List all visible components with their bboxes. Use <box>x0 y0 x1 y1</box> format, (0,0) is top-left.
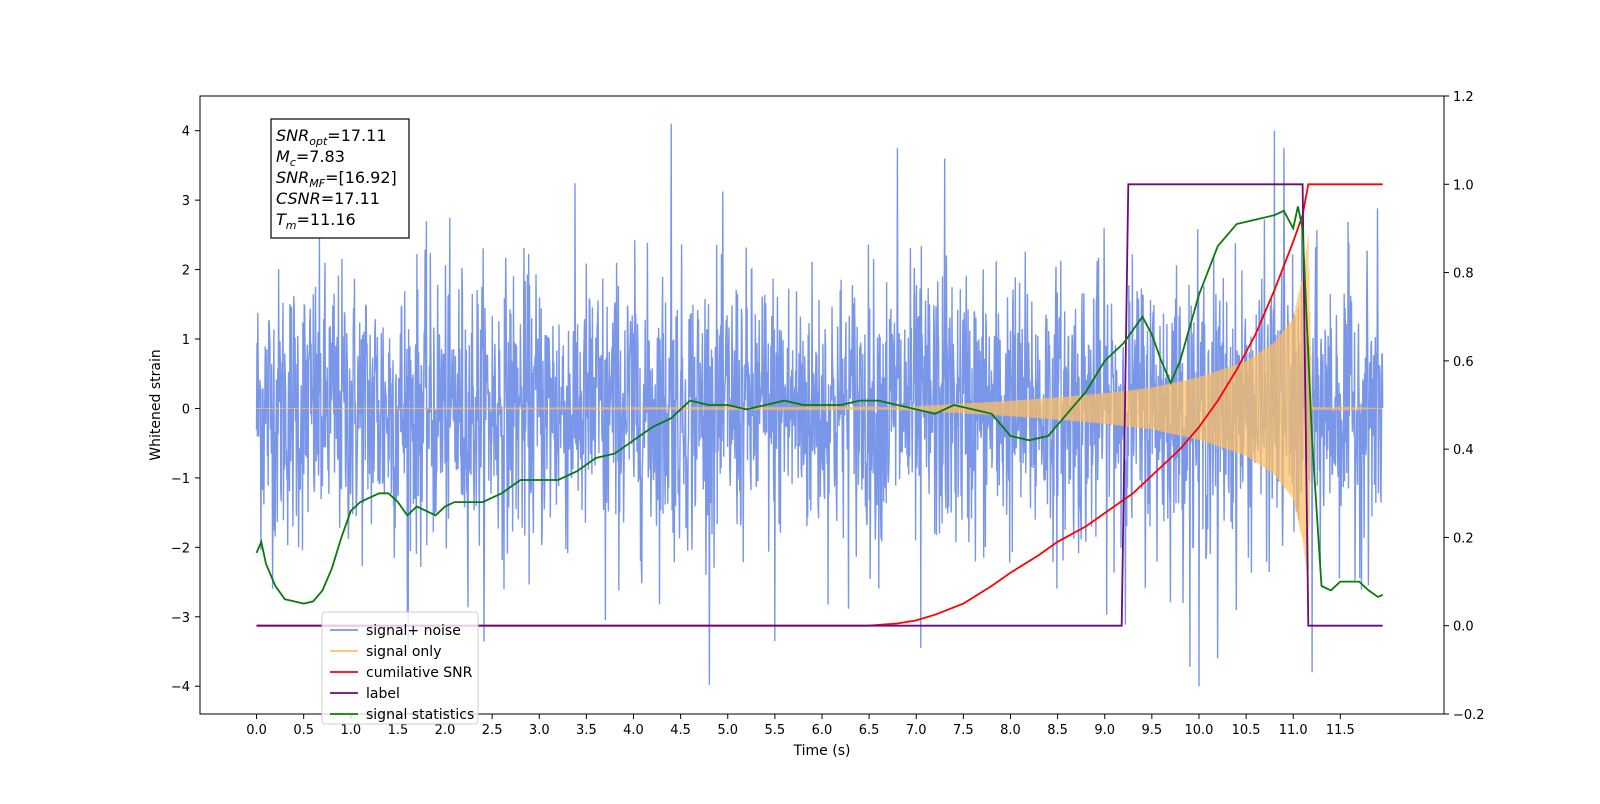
info-lines: SNRopt=17.11Mc=7.83SNRMF=[16.92]CSNR=17.… <box>276 126 397 232</box>
x-tick-label: 8.5 <box>1047 723 1068 738</box>
x-tick-label: 5.5 <box>765 723 786 738</box>
series-signal-statistics <box>255 206 1384 605</box>
x-tick-label: 2.0 <box>435 723 456 738</box>
series-layer <box>255 123 1384 687</box>
x-tick-label: 7.5 <box>953 723 974 738</box>
x-tick-label: 0.0 <box>246 723 267 738</box>
y-right-tick-label: 0.0 <box>1453 620 1474 635</box>
y-axis-right: 1.2 1.0 0.8 0.6 0.4 0.2 0.0 −0.2 <box>1444 90 1485 723</box>
y-tick-label: −2 <box>171 541 190 556</box>
x-tick-label: 3.0 <box>529 723 550 738</box>
y-tick-label: −1 <box>171 472 190 487</box>
x-tick-label: 10.5 <box>1232 723 1261 738</box>
x-tick-label: 6.5 <box>859 723 880 738</box>
info-line: CSNR=17.11 <box>276 189 380 208</box>
x-tick-label: 11.5 <box>1326 723 1355 738</box>
y-tick-label: −4 <box>171 680 190 695</box>
series-label <box>256 183 1383 627</box>
y-tick-label: 1 <box>182 333 190 348</box>
y-right-tick-label: 1.0 <box>1453 178 1474 193</box>
x-tick-label: 8.0 <box>1000 723 1021 738</box>
y-axis-label: Whitened strain <box>148 349 164 460</box>
info-line: Tm=11.16 <box>276 210 356 232</box>
x-tick-label: 10.0 <box>1184 723 1213 738</box>
y-right-tick-label: 0.8 <box>1453 267 1474 282</box>
y-right-tick-label: 0.4 <box>1453 443 1474 458</box>
x-axis-label: Time (s) <box>793 743 851 759</box>
info-box-frame <box>270 118 410 239</box>
x-tick-label: 7.0 <box>906 723 927 738</box>
x-tick-label: 6.0 <box>812 723 833 738</box>
x-tick-label: 3.5 <box>576 723 597 738</box>
x-tick-label: 9.5 <box>1142 723 1163 738</box>
x-tick-label: 0.5 <box>293 723 314 738</box>
x-tick-label: 11.0 <box>1279 723 1308 738</box>
legend-label: cumilative SNR <box>366 665 473 681</box>
y-tick-label: 2 <box>182 264 190 279</box>
y-axis-left: 4 3 2 1 0 −1 −2 −3 −4 <box>171 125 200 695</box>
legend-label: signal statistics <box>366 707 474 723</box>
legend-label: label <box>366 686 400 702</box>
legend-label: signal+ noise <box>366 623 461 639</box>
y-right-tick-label: 0.2 <box>1453 531 1474 546</box>
info-line: SNRMF=[16.92] <box>276 168 397 190</box>
info-box: SNRopt=17.11Mc=7.83SNRMF=[16.92]CSNR=17.… <box>270 118 410 239</box>
y-right-tick-label: 0.6 <box>1453 355 1474 370</box>
x-tick-label: 5.0 <box>717 723 738 738</box>
y-tick-label: 3 <box>182 194 190 209</box>
x-tick-label: 4.5 <box>670 723 691 738</box>
legend-label: signal only <box>366 644 441 660</box>
info-line: SNRopt=17.11 <box>276 126 387 148</box>
legend: signal+ noise signal only cumilative SNR la… <box>321 611 479 725</box>
x-axis: 0.0 0.5 1.0 1.5 2.0 2.5 3.0 3.5 4.0 4.5 5.0 5.5 6.0 6… <box>246 714 1355 738</box>
x-tick-label: 1.0 <box>340 723 361 738</box>
legend-frame <box>321 611 479 725</box>
series-signal-only <box>256 236 1383 578</box>
y-right-tick-label: 1.2 <box>1453 90 1474 105</box>
y-tick-label: 0 <box>182 402 190 417</box>
x-tick-label: 1.5 <box>388 723 409 738</box>
x-tick-label: 4.0 <box>623 723 644 738</box>
x-tick-label: 9.0 <box>1094 723 1115 738</box>
y-right-tick-label: −0.2 <box>1453 708 1485 723</box>
y-tick-label: −3 <box>171 611 190 626</box>
y-tick-label: 4 <box>182 125 190 140</box>
legend-items: signal+ noise signal only cumilative SNR la… <box>330 623 474 723</box>
series-cumulative-snr <box>256 183 1383 627</box>
x-tick-label: 2.5 <box>482 723 503 738</box>
info-line: Mc=7.83 <box>276 147 345 169</box>
